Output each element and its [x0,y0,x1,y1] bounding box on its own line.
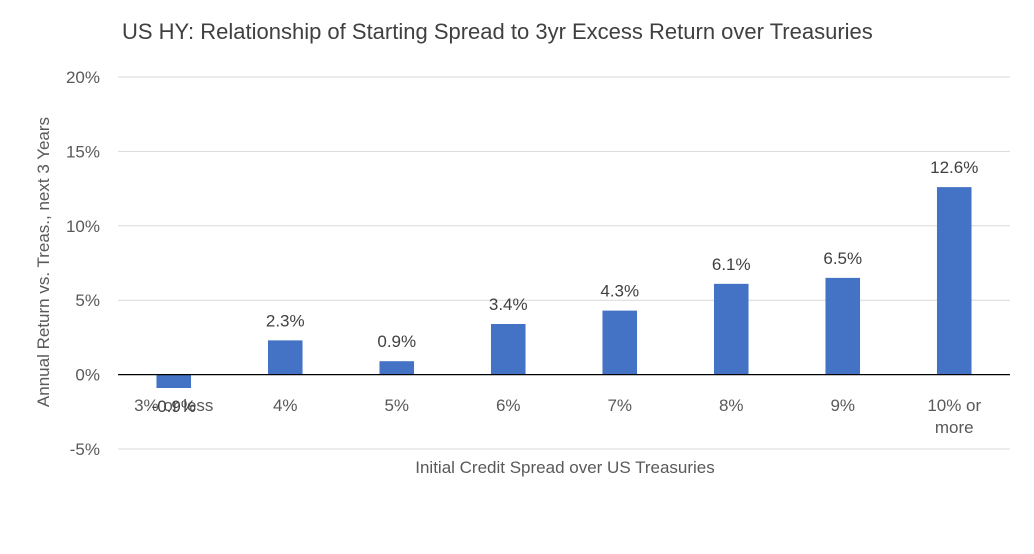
y-tick-label: -5% [70,440,100,459]
chart-title: US HY: Relationship of Starting Spread t… [122,19,873,44]
data-label: 6.1% [712,255,751,274]
data-label: 6.5% [823,249,862,268]
gridlines [118,76,1010,450]
x-tick-label: 4% [273,396,298,415]
data-label: 4.3% [600,282,639,301]
x-tick-label: 6% [496,396,521,415]
data-label: 12.6% [930,158,978,177]
y-axis-title: Annual Return vs. Treas., next 3 Years [34,117,53,407]
bar [602,310,638,375]
y-tick-label: 0% [75,366,100,385]
x-tick-label: 10% or more [927,396,981,437]
y-tick-label: 10% [66,217,100,236]
bar [490,324,526,375]
x-tick-label: 7% [607,396,632,415]
y-tick-label: 20% [66,68,100,87]
x-tick-label: 8% [719,396,744,415]
y-axis-ticks: -5% 0% 5% 10% 15% 20% [66,68,100,459]
x-axis-ticks: 3% or less 4% 5% 6% 7% 8% 9% 10% or more [134,396,981,437]
x-tick-label: 5% [384,396,409,415]
x-axis-title: Initial Credit Spread over US Treasuries [415,458,715,477]
data-label: 0.9% [377,332,416,351]
bar [379,361,415,375]
x-tick-label: 3% or less [134,396,213,415]
data-label: 3.4% [489,295,528,314]
data-label: 2.3% [266,311,305,330]
data-label: -0.9% [152,397,196,416]
bar [156,374,192,388]
x-tick-label: 9% [830,396,855,415]
bar [825,277,861,375]
y-tick-label: 15% [66,142,100,161]
bar [713,283,749,375]
y-tick-label: 5% [75,291,100,310]
bars [156,187,972,388]
bar [267,340,303,375]
bar [936,187,972,375]
data-labels: -0.9% 2.3% 0.9% 3.4% 4.3% 6.1% 6.5% 12.6% [152,158,979,416]
